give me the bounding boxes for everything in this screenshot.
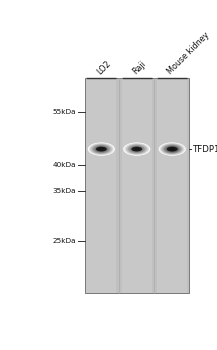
Ellipse shape (135, 148, 138, 150)
Ellipse shape (165, 146, 179, 152)
Ellipse shape (169, 148, 175, 150)
Ellipse shape (164, 145, 180, 153)
Text: 40kDa: 40kDa (52, 162, 76, 168)
Ellipse shape (99, 148, 104, 150)
Ellipse shape (168, 147, 177, 152)
Ellipse shape (99, 148, 103, 150)
Ellipse shape (124, 143, 150, 155)
Ellipse shape (129, 145, 145, 153)
Ellipse shape (167, 146, 178, 152)
Ellipse shape (89, 143, 113, 155)
Ellipse shape (133, 147, 140, 151)
Ellipse shape (131, 146, 142, 152)
Ellipse shape (171, 148, 174, 150)
Ellipse shape (167, 147, 178, 152)
Ellipse shape (159, 142, 186, 156)
Text: Mouse kidney: Mouse kidney (166, 31, 211, 76)
Ellipse shape (94, 146, 109, 153)
Ellipse shape (163, 145, 182, 154)
Ellipse shape (91, 144, 112, 154)
Text: 35kDa: 35kDa (52, 188, 76, 194)
Ellipse shape (131, 146, 143, 152)
Ellipse shape (132, 147, 141, 152)
Bar (85, 78, 189, 293)
Ellipse shape (133, 147, 141, 151)
Ellipse shape (88, 142, 115, 156)
Ellipse shape (129, 146, 144, 153)
Ellipse shape (125, 144, 148, 155)
Ellipse shape (168, 147, 176, 151)
Ellipse shape (95, 146, 107, 152)
Ellipse shape (90, 144, 112, 154)
Ellipse shape (131, 147, 142, 152)
Ellipse shape (126, 144, 148, 154)
Ellipse shape (163, 145, 181, 153)
Ellipse shape (97, 147, 106, 152)
Ellipse shape (98, 147, 105, 151)
Ellipse shape (95, 146, 108, 152)
Text: 55kDa: 55kDa (52, 108, 76, 114)
Text: 25kDa: 25kDa (52, 238, 76, 244)
Text: LO2: LO2 (95, 59, 112, 76)
Ellipse shape (161, 144, 183, 154)
Text: Raji: Raji (130, 60, 147, 76)
Ellipse shape (97, 147, 105, 151)
Ellipse shape (128, 145, 146, 153)
Ellipse shape (127, 144, 147, 154)
Ellipse shape (159, 143, 185, 155)
Ellipse shape (89, 143, 114, 155)
Ellipse shape (130, 146, 143, 152)
Text: TFDP1: TFDP1 (193, 145, 217, 154)
Ellipse shape (92, 145, 110, 153)
Ellipse shape (165, 146, 180, 153)
Ellipse shape (161, 144, 184, 155)
Ellipse shape (169, 147, 176, 151)
Ellipse shape (100, 148, 103, 150)
Ellipse shape (96, 147, 107, 152)
Bar (86, 78, 117, 293)
Ellipse shape (93, 145, 109, 153)
Ellipse shape (135, 148, 139, 150)
Ellipse shape (123, 142, 150, 156)
Bar (122, 78, 152, 293)
Ellipse shape (90, 144, 113, 155)
Ellipse shape (127, 145, 146, 154)
Bar (157, 78, 187, 293)
Ellipse shape (134, 148, 140, 150)
Ellipse shape (92, 145, 111, 154)
Ellipse shape (125, 143, 149, 155)
Ellipse shape (162, 144, 182, 154)
Ellipse shape (96, 146, 107, 152)
Ellipse shape (160, 143, 184, 155)
Ellipse shape (170, 148, 174, 150)
Ellipse shape (166, 146, 178, 152)
